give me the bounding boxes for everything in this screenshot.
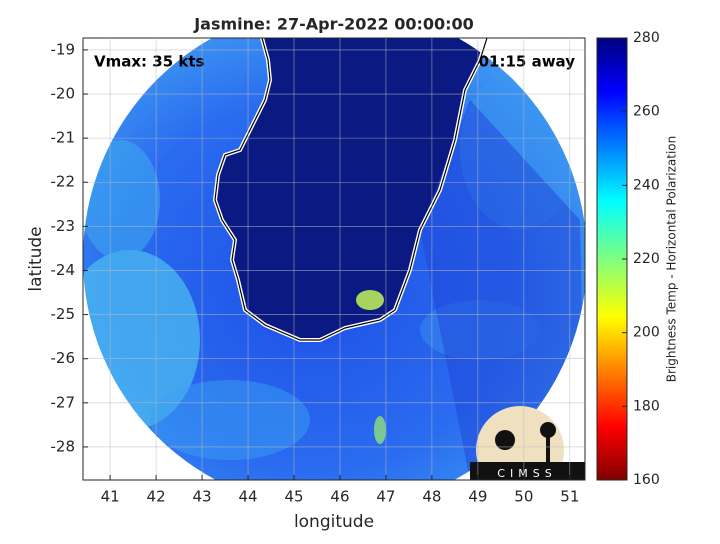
x-tick-label: 44 <box>238 488 257 506</box>
x-tick-label: 50 <box>514 488 533 506</box>
y-tick-label: -27 <box>51 393 76 411</box>
annotation: 01:15 away <box>479 53 576 71</box>
plot-area <box>83 38 585 480</box>
y-tick-label: -26 <box>51 349 76 367</box>
y-tick-label: -24 <box>51 261 76 279</box>
y-tick-label: -19 <box>51 40 76 58</box>
colorbar-tick-label: 220 <box>633 251 660 267</box>
logo <box>470 406 585 480</box>
colorbar-tick-label: 160 <box>633 472 660 488</box>
colorbar-tick-label: 200 <box>633 325 660 341</box>
x-tick-label: 51 <box>560 488 579 506</box>
y-axis-label: latitude <box>26 226 46 291</box>
x-tick-label: 43 <box>193 488 212 506</box>
y-tick-label: -20 <box>51 85 76 103</box>
x-tick-label: 46 <box>330 488 349 506</box>
plot-frame <box>82 37 586 481</box>
y-tick-label: -25 <box>51 305 76 323</box>
annotation: Vmax: 35 kts <box>94 53 204 71</box>
colorbar-tick-label: 240 <box>633 177 660 193</box>
y-tick-label: -21 <box>51 129 76 147</box>
y-tick-label: -22 <box>51 173 76 191</box>
x-axis-label: longitude <box>294 512 374 532</box>
colorbar-tick-label: 280 <box>633 30 660 46</box>
y-tick-label: -28 <box>51 437 76 455</box>
colorbar-tick-label: 260 <box>633 104 660 120</box>
colorbar-tick-label: 180 <box>633 398 660 414</box>
x-tick-label: 47 <box>376 488 395 506</box>
x-tick-label: 41 <box>101 488 120 506</box>
x-tick-label: 45 <box>284 488 303 506</box>
x-tick-label: 48 <box>422 488 441 506</box>
x-tick-label: 42 <box>147 488 166 506</box>
chart-title: Jasmine: 27-Apr-2022 00:00:00 <box>193 15 474 34</box>
colorbar-label: Brightness Temp - Horizontal Polarizatio… <box>665 136 679 383</box>
x-tick-label: 49 <box>468 488 487 506</box>
y-tick-label: -23 <box>51 217 76 235</box>
swath-image <box>83 38 585 480</box>
logo-text: CIMSS <box>497 467 556 480</box>
